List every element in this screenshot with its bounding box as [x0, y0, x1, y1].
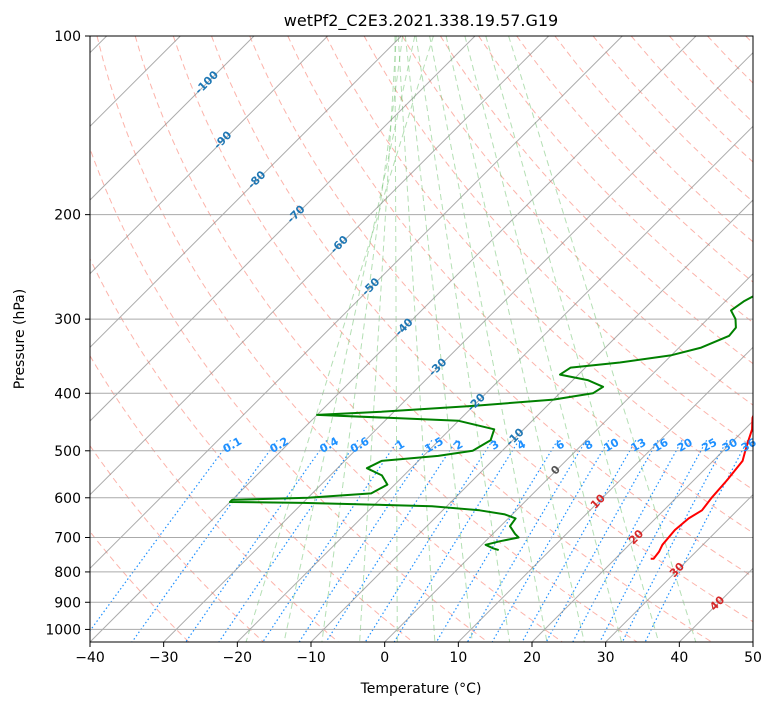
x-tick-label: 50	[744, 650, 762, 666]
x-tick-label: −40	[75, 650, 105, 666]
isotherm-gridline	[163, 51, 753, 642]
y-tick-label: 900	[54, 595, 81, 611]
y-tick-label: 300	[54, 312, 81, 328]
isotherm-gridline	[236, 125, 753, 642]
y-tick-label: 400	[54, 386, 81, 402]
moist-adiabat	[321, 36, 404, 642]
y-tick-label: 800	[54, 565, 81, 581]
x-tick-label: 0	[380, 650, 389, 666]
moist-adiabat	[397, 36, 436, 642]
dry-adiabat	[325, 36, 753, 491]
isotherm-gridline	[384, 272, 753, 642]
profile-lines	[229, 295, 753, 560]
dry-adiabat	[90, 147, 488, 642]
moist-adiabat	[359, 36, 397, 642]
dry-adiabat	[211, 36, 753, 623]
x-axis-title: Temperature (°C)	[360, 681, 482, 697]
x-tick-label: 30	[597, 650, 615, 666]
y-axis-title: Pressure (hPa)	[12, 289, 28, 389]
isotherm-gridline	[90, 36, 550, 496]
isotherm-gridline	[531, 420, 753, 642]
moist-adiabat	[429, 36, 548, 642]
isotherm-gridline	[605, 493, 753, 642]
x-tick-label: −10	[296, 650, 326, 666]
dry-adiabat	[478, 36, 753, 324]
y-tick-label: 500	[54, 444, 81, 460]
dry-adiabat	[90, 444, 264, 642]
profile-line-0	[650, 413, 753, 560]
profile-line-1	[229, 295, 753, 552]
y-tick-label: 1000	[45, 622, 81, 638]
y-tick-label: 700	[54, 531, 81, 547]
x-tick-label: −30	[149, 650, 179, 666]
moist-adiabat	[283, 36, 416, 642]
plot-frame	[89, 35, 754, 643]
dry-adiabat	[90, 354, 339, 642]
mixing-ratio-line	[599, 440, 708, 642]
mixing-ratio-line	[491, 439, 610, 642]
x-tick-label: 40	[670, 650, 688, 666]
mixing-ratio-line	[298, 439, 433, 642]
x-tick-label: −20	[223, 650, 253, 666]
y-tick-label: 100	[54, 29, 81, 45]
isotherm-gridline	[310, 199, 753, 642]
moist-adiabat	[464, 36, 622, 642]
mixing-ratio-line	[262, 439, 399, 642]
x-tick-label: 10	[449, 650, 467, 666]
y-axis: 100 200 300 400 500 600 700 800 900 1000	[45, 29, 90, 638]
isotherm-gridline	[90, 36, 329, 275]
mixing-ratio-line	[131, 439, 278, 642]
mixing-ratio-line	[435, 439, 559, 642]
mixing-ratio-line	[185, 439, 328, 642]
chart-title: wetPf2_C2E3.2021.338.19.57.G19	[284, 11, 558, 31]
x-tick-label: 20	[523, 650, 541, 666]
grid-lines	[90, 36, 753, 642]
mixing-ratio-line	[621, 440, 728, 642]
isotherm-gridline	[90, 36, 476, 422]
isotherm-gridline	[90, 36, 697, 642]
x-axis: −40 −30 −20 −10 0 10 20 30 40 50	[75, 642, 762, 666]
dry-adiabat	[439, 36, 753, 365]
moist-adiabat	[394, 36, 398, 642]
y-tick-label: 600	[54, 491, 81, 507]
isotherm-gridline	[457, 346, 753, 642]
dry-adiabat	[96, 36, 563, 642]
y-tick-label: 200	[54, 208, 81, 224]
moist-adiabat	[485, 36, 660, 642]
moist-adiabat	[415, 36, 511, 642]
background-lines	[90, 36, 753, 642]
mixing-ratio-line	[90, 439, 232, 632]
moist-adiabat	[404, 36, 473, 642]
isotherm-gridline	[90, 36, 255, 201]
isotherm-gridline	[90, 36, 402, 349]
dry-adiabat	[134, 36, 638, 642]
mixing-ratio-line	[572, 440, 683, 642]
moist-adiabat	[445, 36, 585, 642]
mixing-ratio-line	[644, 440, 749, 642]
isotherm-gridline	[90, 36, 623, 570]
moist-adiabat	[508, 36, 697, 642]
mixing-ratio-line	[218, 439, 359, 642]
dry-adiabat	[249, 36, 753, 578]
